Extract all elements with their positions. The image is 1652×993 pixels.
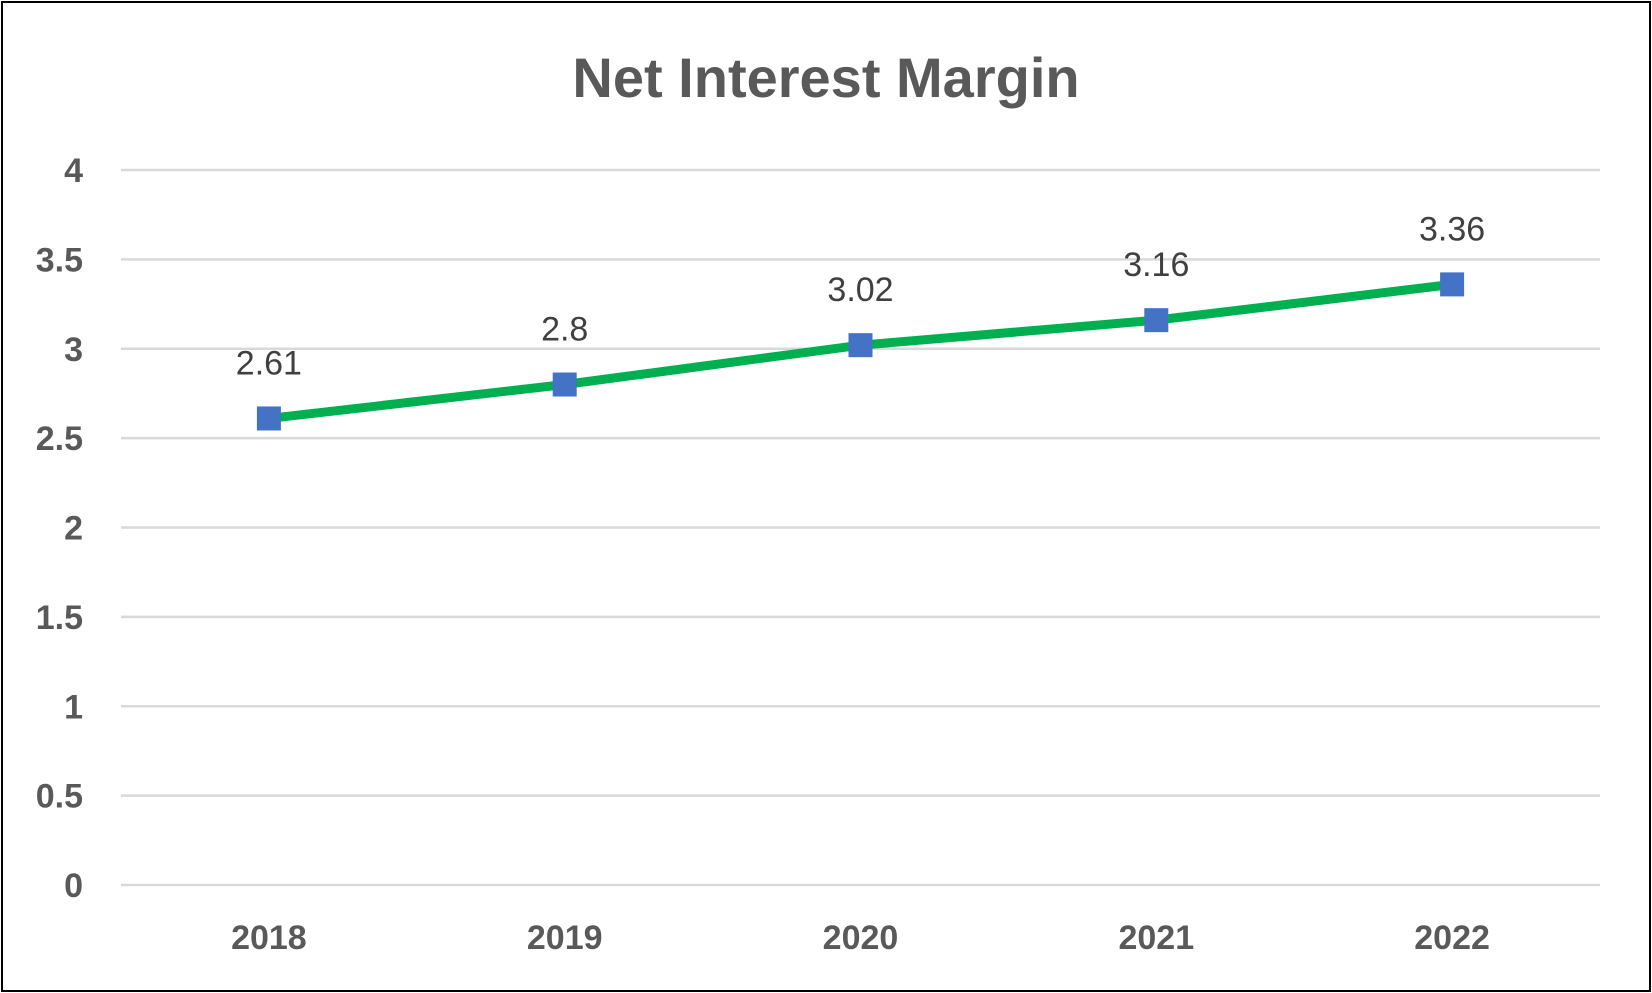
data-label: 3.02: [827, 271, 893, 309]
data-label: 3.16: [1123, 246, 1189, 284]
x-tick-label: 2018: [231, 919, 307, 957]
y-tick-label: 0.5: [36, 778, 83, 816]
gridlines: [121, 168, 1600, 887]
data-point-marker: [552, 372, 577, 397]
data-point-marker: [256, 406, 281, 431]
x-tick-label: 2020: [823, 919, 899, 957]
x-tick-label: 2022: [1414, 919, 1490, 957]
data-markers: [256, 272, 1465, 431]
y-tick-label: 2: [64, 510, 83, 548]
y-axis-tick-labels: 0 0.5 1 1.5 2 2.5 3 3.5 4: [36, 152, 83, 905]
y-tick-label: 3: [64, 331, 83, 369]
y-tick-label: 1: [64, 688, 83, 726]
data-label: 2.8: [541, 311, 588, 349]
y-tick-label: 1.5: [36, 599, 83, 637]
data-point-marker: [1144, 308, 1169, 333]
data-point-marker: [1440, 272, 1465, 297]
x-tick-label: 2021: [1118, 919, 1194, 957]
data-point-marker: [848, 333, 873, 358]
y-tick-label: 3.5: [36, 241, 83, 279]
y-tick-label: 4: [64, 152, 83, 190]
data-label: 3.36: [1419, 210, 1485, 248]
y-tick-label: 0: [64, 867, 83, 905]
data-label: 2.61: [236, 344, 302, 382]
chart-title: Net Interest Margin: [572, 46, 1079, 109]
data-labels: 2.61 2.8 3.02 3.16 3.36: [236, 210, 1485, 382]
x-tick-label: 2019: [527, 919, 603, 957]
x-axis-tick-labels: 2018 2019 2020 2021 2022: [231, 919, 1490, 957]
y-tick-label: 2.5: [36, 420, 83, 458]
